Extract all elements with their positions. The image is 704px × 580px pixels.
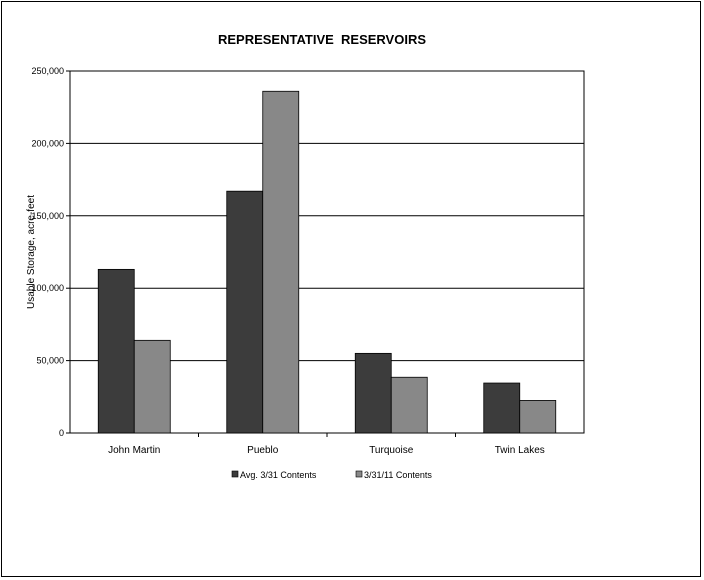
bar [519, 400, 557, 434]
legend-swatch [231, 470, 239, 478]
x-tick-label: Turquoise [369, 445, 414, 456]
legend: Avg. 3/31 Contents 3/31/11 Contents [231, 470, 432, 480]
x-axis-ticks: John Martin Pueblo Turquoise Twin Lakes [108, 433, 545, 456]
chart-title: REPRESENTATIVE RESERVOIRS [218, 32, 426, 47]
bar [354, 352, 392, 434]
legend-label: Avg. 3/31 Contents [240, 470, 317, 480]
x-tick-label: Twin Lakes [495, 445, 545, 456]
y-tick-label: 200,000 [31, 138, 64, 148]
y-tick-label: 50,000 [36, 356, 64, 366]
bar [133, 339, 171, 434]
legend-label: 3/31/11 Contents [364, 470, 432, 480]
y-axis-ticks: 0 50,000 100,000 150,000 200,000 250,000 [31, 66, 70, 438]
x-tick-label: Pueblo [247, 445, 279, 456]
legend-swatch [355, 470, 363, 478]
bar [390, 376, 428, 434]
y-tick-label: 150,000 [31, 211, 64, 221]
y-tick-label: 100,000 [31, 283, 64, 293]
bar [226, 190, 264, 434]
y-tick-label: 0 [59, 428, 64, 438]
y-axis-label: Usable Storage, acre-feet [26, 195, 37, 309]
bars [97, 90, 557, 434]
bar [483, 382, 521, 434]
bar [97, 268, 135, 434]
bar [262, 90, 300, 434]
y-tick-label: 250,000 [31, 66, 64, 76]
gridlines [70, 142, 584, 362]
x-tick-label: John Martin [108, 445, 160, 456]
